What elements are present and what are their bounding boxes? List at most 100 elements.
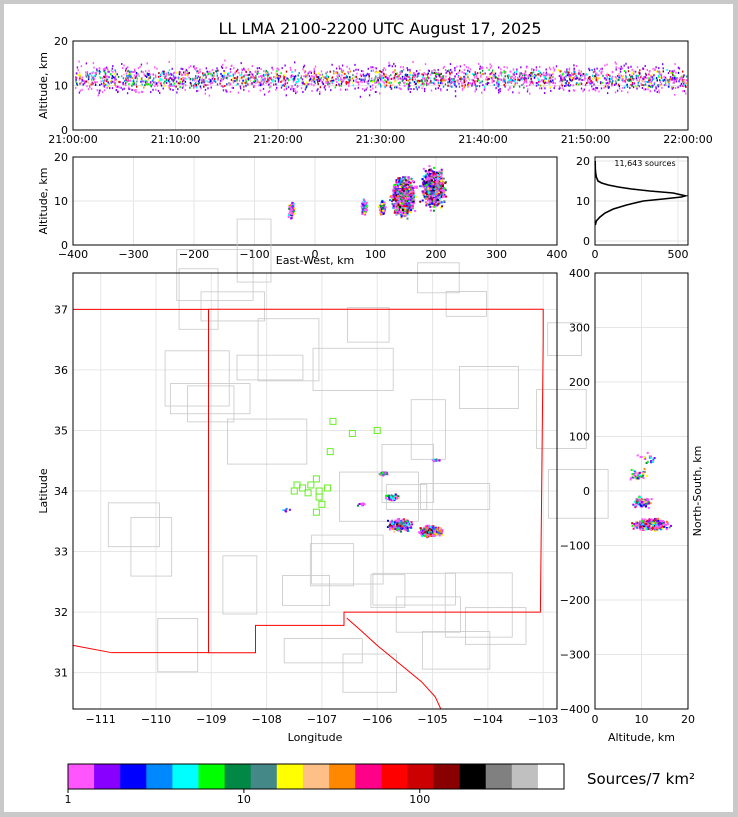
source-point — [441, 82, 444, 85]
source-point — [146, 83, 149, 86]
source-point — [152, 88, 154, 91]
source-point — [467, 85, 469, 88]
source-point — [433, 77, 435, 80]
source-point — [618, 76, 620, 79]
source-point — [638, 78, 641, 81]
source-point — [319, 78, 321, 81]
source-point — [132, 79, 135, 82]
source-point — [559, 74, 562, 77]
source-point — [187, 72, 189, 75]
source-point — [429, 76, 431, 79]
source-point — [533, 77, 536, 80]
source-point — [636, 87, 638, 90]
source-point — [658, 84, 660, 87]
source-point — [126, 80, 128, 83]
source-point — [406, 185, 409, 188]
source-point — [365, 88, 367, 91]
source-point — [357, 81, 359, 84]
source-point — [313, 72, 316, 75]
source-point — [388, 81, 390, 84]
source-point — [463, 68, 466, 71]
source-point — [278, 68, 280, 71]
source-point — [274, 80, 276, 83]
source-point — [406, 199, 409, 202]
source-point — [428, 70, 430, 72]
source-point — [185, 84, 187, 87]
source-point — [87, 81, 89, 84]
source-point — [656, 79, 658, 82]
source-point — [172, 84, 174, 87]
source-point — [410, 189, 413, 192]
source-point — [172, 89, 174, 91]
source-point — [629, 74, 631, 77]
source-point — [600, 81, 602, 84]
source-point — [341, 78, 343, 81]
source-point — [378, 73, 381, 76]
source-point — [196, 86, 198, 89]
source-point — [86, 71, 89, 74]
source-point — [231, 86, 233, 89]
source-point — [626, 83, 628, 86]
source-point — [110, 81, 112, 84]
source-point — [591, 78, 594, 81]
source-point — [402, 190, 405, 193]
source-point — [195, 82, 197, 85]
source-point — [454, 80, 456, 83]
source-point — [513, 79, 515, 82]
source-point — [401, 192, 404, 195]
source-point — [621, 67, 623, 70]
source-point — [125, 79, 128, 82]
source-point — [330, 89, 332, 92]
source-point — [98, 70, 100, 73]
source-point — [113, 80, 115, 83]
source-point — [128, 83, 130, 86]
source-point — [394, 209, 397, 212]
source-point — [170, 73, 173, 76]
source-point — [202, 72, 205, 75]
source-point — [222, 85, 224, 88]
source-point — [411, 78, 414, 81]
source-point — [436, 73, 438, 75]
source-point — [465, 77, 467, 80]
source-point — [221, 79, 223, 82]
source-point — [178, 71, 181, 74]
source-point — [344, 88, 347, 91]
source-point — [403, 188, 406, 191]
source-point — [624, 81, 627, 84]
source-point — [621, 75, 623, 78]
source-point — [94, 73, 97, 76]
source-point — [459, 78, 461, 80]
source-point — [288, 213, 291, 216]
source-point — [362, 70, 364, 73]
source-point — [570, 74, 573, 77]
source-point — [363, 208, 366, 211]
source-point — [326, 71, 328, 74]
source-point — [98, 92, 100, 95]
source-point — [245, 80, 247, 83]
source-point — [642, 77, 644, 80]
source-point — [284, 79, 287, 82]
source-point — [127, 77, 129, 80]
source-point — [246, 81, 248, 84]
source-point — [331, 81, 333, 84]
source-point — [638, 80, 640, 83]
source-point — [259, 81, 261, 84]
source-point — [453, 79, 455, 82]
source-point — [345, 76, 347, 79]
source-point — [381, 200, 384, 203]
source-point — [685, 92, 687, 95]
source-point — [449, 63, 452, 66]
source-point — [653, 81, 656, 84]
source-point — [268, 73, 270, 76]
source-point — [92, 77, 94, 80]
source-point — [579, 72, 581, 75]
source-point — [195, 67, 198, 70]
source-point — [168, 78, 170, 81]
source-point — [539, 74, 542, 77]
source-point — [402, 197, 405, 200]
source-point — [399, 87, 402, 90]
source-point — [192, 84, 195, 87]
source-point — [245, 70, 247, 73]
source-point — [415, 70, 418, 72]
source-point — [405, 205, 408, 208]
